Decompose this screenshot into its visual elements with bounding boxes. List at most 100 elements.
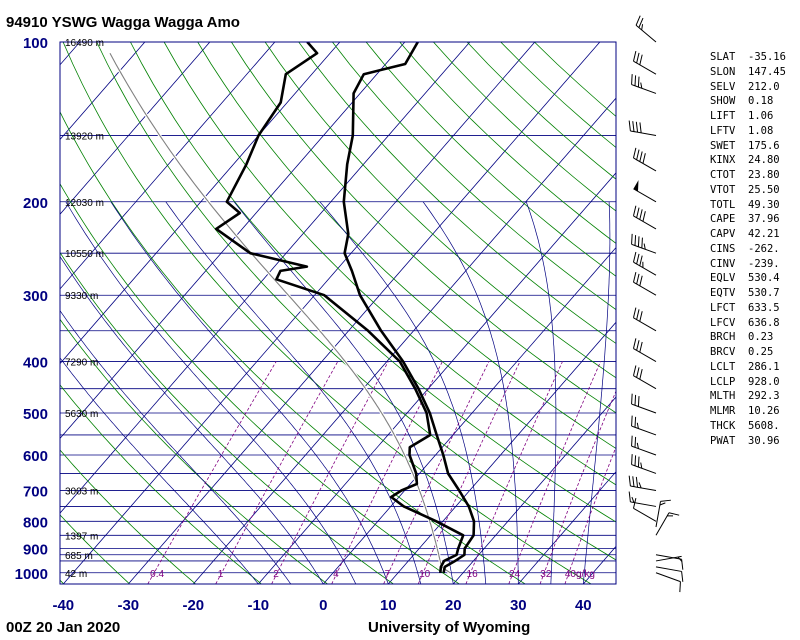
height-label: 42 m: [65, 569, 87, 580]
plot-frame: [59, 41, 617, 585]
index-row-slon: SLON 147.45: [710, 65, 794, 80]
dry-adiabat-line: [62, 42, 592, 584]
isotherm-line: [387, 321, 616, 584]
dry-adiabat-line: [197, 42, 616, 449]
height-label: 3003 m: [65, 487, 98, 498]
wind-barb: [655, 554, 684, 570]
index-value: 1.08: [748, 124, 774, 137]
index-row-cape: CAPE 37.96: [710, 212, 794, 227]
index-row-lclp: LCLP 928.0: [710, 375, 794, 390]
wind-barb: [632, 271, 657, 296]
wind-barb: [631, 435, 657, 456]
index-value: 10.26: [748, 405, 780, 417]
wind-barb: [631, 393, 657, 414]
temperature-tick-label: -30: [117, 597, 139, 614]
dry-adiabat-line: [60, 384, 262, 584]
dewpoint-profile: [214, 42, 465, 573]
index-value: 530.7: [748, 287, 780, 299]
temperature-tick-label: -10: [247, 597, 269, 614]
index-row-cins: CINS -262.: [710, 242, 794, 257]
parcel-path: [109, 52, 451, 574]
index-key: TOTL: [710, 198, 736, 211]
index-key: CAPE: [710, 213, 736, 226]
mixing-ratio-label: 1: [218, 569, 224, 580]
wind-barb: [635, 15, 657, 43]
wind-barb: [628, 120, 657, 136]
height-label: 685 m: [65, 551, 93, 562]
index-value: 30.96: [748, 434, 780, 447]
index-key: LFCV: [710, 316, 736, 329]
height-label: 7290 m: [65, 358, 98, 369]
pressure-tick-label: 400: [23, 355, 48, 372]
index-key: MLTH: [710, 390, 736, 403]
height-label: 5630 m: [65, 409, 98, 420]
wind-barb: [632, 251, 657, 276]
moist-adiabat-line: [60, 310, 292, 584]
mixing-ratio-line: [465, 361, 563, 584]
index-value: 24.80: [748, 154, 780, 167]
dry-adiabat-line: [60, 579, 65, 584]
index-value: 5608.: [748, 419, 780, 432]
wind-barb: [632, 365, 657, 390]
isotherm-line: [60, 42, 146, 141]
index-value: 0.25: [748, 346, 774, 358]
mixing-ratio-line: [539, 390, 616, 584]
temperature-tick-label: 30: [510, 597, 527, 614]
index-key: SHOW: [710, 95, 736, 108]
index-row-totl: TOTL 49.30: [710, 198, 794, 213]
mixing-ratio-label: 7: [385, 569, 391, 580]
data-source: University of Wyoming: [368, 619, 531, 636]
moist-adiabat-line: [60, 357, 259, 584]
index-key: BRCH: [710, 331, 736, 344]
index-key: SELV: [710, 80, 736, 93]
wind-barb: [628, 475, 657, 492]
index-key: LCLP: [710, 375, 736, 388]
mixing-ratio-line: [271, 361, 389, 584]
wind-barb: [632, 307, 657, 332]
height-label: 10550 m: [65, 249, 104, 260]
index-key: MLMR: [710, 405, 736, 417]
index-key: LFCT: [710, 301, 736, 314]
moist-adiabat-line: [110, 201, 389, 584]
stability-indices-table: SLAT -35.16 SLON 147.45 SELV 212.0 SHOW 0.18 LIF…: [710, 50, 794, 448]
isotherm-line: [60, 42, 276, 290]
mixing-ratio-line: [564, 445, 616, 584]
index-row-eqtv: EQTV 530.7: [710, 286, 794, 301]
index-key: CAPV: [710, 228, 736, 240]
wind-barb: [632, 50, 657, 75]
index-key: VTOT: [710, 183, 736, 196]
wind-barb: [631, 454, 657, 474]
index-key: CINV: [710, 257, 736, 270]
dry-adiabat-line: [60, 318, 328, 584]
index-value: 286.1: [748, 360, 780, 373]
index-key: LIFT: [710, 110, 736, 122]
temperature-tick-label: 20: [445, 597, 462, 614]
index-row-slat: SLAT -35.16: [710, 50, 794, 65]
wind-barb: [631, 233, 657, 254]
isotherm-line: [127, 42, 601, 584]
index-value: 49.30: [748, 198, 780, 211]
mixing-ratio-label: 2: [273, 569, 279, 580]
index-row-kinx: KINX 24.80: [710, 153, 794, 168]
mixing-ratio-label: 40g/kg: [565, 569, 595, 580]
height-label: 1397 m: [65, 531, 98, 542]
temperature-tick-label: -20: [182, 597, 204, 614]
dry-adiabat-line: [60, 514, 130, 584]
height-label: 13920 m: [65, 131, 104, 142]
temperature-profile: [342, 42, 476, 574]
index-value: 42.21: [748, 228, 780, 240]
moist-adiabat-line: [233, 201, 454, 584]
dry-adiabat-line: [60, 251, 394, 584]
index-row-ctot: CTOT 23.80: [710, 168, 794, 183]
index-row-capv: CAPV 42.21: [710, 227, 794, 242]
index-key: SWET: [710, 139, 736, 152]
index-row-lfcv: LFCV 636.8: [710, 316, 794, 331]
moist-adiabat-line: [165, 201, 422, 584]
mixing-ratio-label: 16: [467, 569, 479, 580]
isotherm-line: [192, 97, 616, 584]
wind-barbs: [628, 15, 684, 593]
index-row-thck: THCK 5608.: [710, 419, 794, 434]
isotherm-line: [322, 246, 616, 584]
dry-adiabat-line: [96, 42, 616, 561]
pressure-tick-label: 800: [23, 514, 48, 531]
